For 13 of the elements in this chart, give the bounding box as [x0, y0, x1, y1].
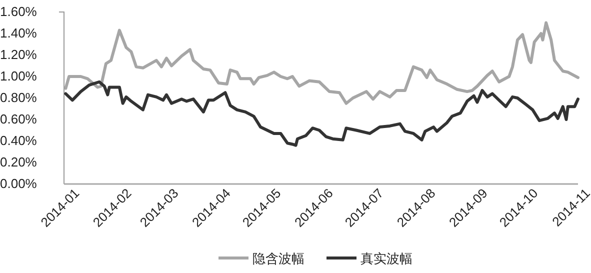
y-tick-label: 0.80% — [0, 90, 38, 106]
y-tick-label: 0.60% — [0, 112, 38, 127]
y-tick-label: 1.20% — [0, 47, 38, 62]
y-tick-label: 0.00% — [0, 176, 38, 192]
line-series — [64, 80, 580, 147]
y-tick-label: 0.20% — [0, 154, 38, 170]
legend-label: 隐含波幅 — [252, 251, 304, 266]
y-tick-label: 1.60% — [0, 4, 38, 20]
legend-label: 真实波幅 — [360, 251, 412, 266]
line-series — [64, 21, 580, 105]
y-tick-label: 0.40% — [0, 133, 38, 148]
y-tick-label: 1.00% — [0, 68, 38, 84]
y-tick-label: 1.40% — [0, 26, 38, 41]
